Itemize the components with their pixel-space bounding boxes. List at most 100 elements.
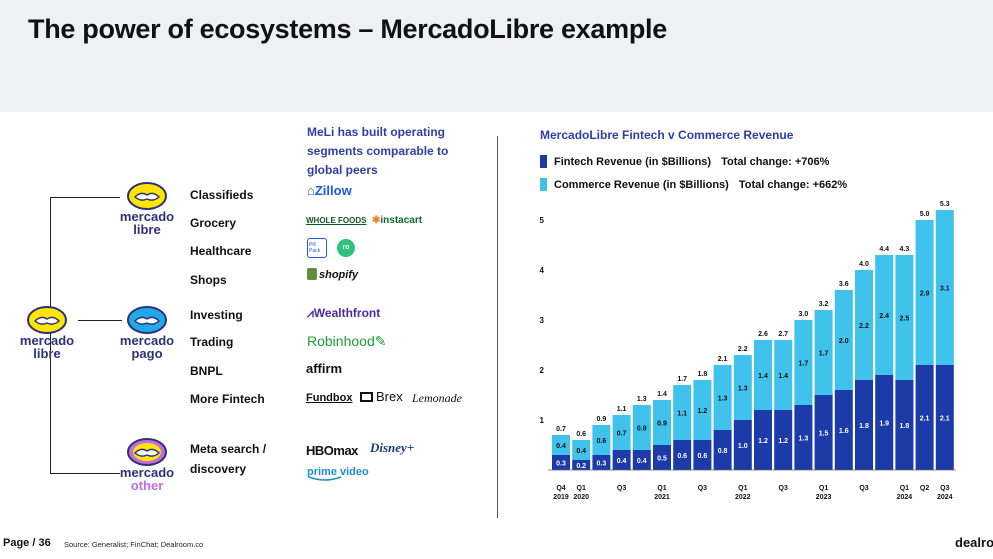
bar-commerce — [834, 290, 853, 390]
bar-commerce — [653, 400, 671, 445]
handshake-icon — [27, 306, 67, 334]
handshake-icon — [127, 306, 167, 334]
data-label-total: 3.0 — [799, 311, 809, 318]
data-label-fintech: 0.8 — [718, 448, 728, 455]
data-label-total: 1.7 — [677, 376, 687, 383]
chart-title: MercadoLibre Fintech v Commerce Revenue — [540, 128, 794, 142]
data-label-fintech: 1.3 — [799, 436, 809, 443]
bar-fintech — [814, 395, 833, 470]
data-label-commerce: 2.9 — [920, 291, 930, 298]
x-tick-label: Q3 — [698, 485, 707, 492]
tree-branch-line-libre — [50, 197, 120, 198]
x-tick-label: Q3 — [859, 485, 868, 492]
segment-discovery: discovery — [190, 462, 247, 476]
data-label-commerce: 2.5 — [900, 316, 910, 323]
bar-commerce — [875, 255, 894, 375]
data-label-total: 4.3 — [900, 246, 910, 253]
data-label-commerce: 1.7 — [799, 361, 809, 368]
data-label-fintech: 0.4 — [637, 458, 647, 465]
data-label-commerce: 0.7 — [617, 431, 627, 438]
y-tick-label: 2 — [540, 366, 545, 375]
data-label-commerce: 2.4 — [879, 313, 889, 320]
data-label-commerce: 1.4 — [758, 373, 768, 380]
prime-video-logo: prime video — [307, 466, 369, 482]
data-label-total: 1.4 — [657, 391, 667, 398]
wealthfront-logo: ⩘Wealthfront — [307, 306, 381, 320]
mercado-pago-logo: mercado pago — [116, 306, 178, 360]
data-label-total: 4.0 — [859, 261, 869, 268]
bar-fintech — [572, 460, 591, 470]
data-label-total: 0.7 — [556, 426, 566, 433]
x-tick-label-year: 2023 — [816, 494, 832, 501]
bar-fintech — [935, 365, 954, 470]
dealroom-logo: dealro — [955, 535, 993, 550]
bar-fintech — [713, 430, 732, 470]
bar-fintech — [673, 440, 692, 470]
section-divider — [497, 136, 498, 518]
x-tick-label: Q1 — [738, 485, 747, 492]
data-label-commerce: 2.2 — [859, 323, 869, 330]
pillpack-logo: Pill Pack — [307, 238, 327, 258]
instacart-logo: ✱instacart — [372, 215, 423, 226]
bar-commerce — [693, 380, 712, 440]
data-label-commerce: 2.0 — [839, 338, 849, 345]
bar-commerce — [592, 425, 611, 455]
x-tick-label: Q1 — [577, 485, 586, 492]
mercado-libre-root-logo: mercado libre — [16, 306, 78, 360]
x-tick-label-year: 2022 — [735, 494, 751, 501]
bar-fintech — [693, 440, 712, 470]
bar-commerce — [935, 210, 954, 365]
legend-commerce: Commerce Revenue (in $Billions) Total ch… — [540, 178, 847, 191]
shopping-bag-icon — [307, 268, 317, 280]
bar-commerce — [612, 415, 631, 450]
handshake-icon — [127, 182, 167, 210]
x-tick-label: Q1 — [657, 485, 666, 492]
tree-vertical-line — [50, 197, 51, 473]
bar-fintech — [632, 450, 651, 470]
data-label-total: 2.7 — [778, 331, 788, 338]
x-tick-label-year: 2021 — [654, 494, 670, 501]
shopify-logo: shopify — [307, 268, 358, 281]
brex-logo: Brex — [360, 389, 403, 404]
handshake-icon — [127, 438, 167, 466]
bar-commerce — [572, 440, 591, 460]
segment-bnpl: BNPL — [190, 364, 223, 378]
data-label-total: 5.3 — [940, 201, 950, 208]
legend-swatch-fintech — [540, 155, 547, 168]
zillow-icon: ⌂ — [307, 183, 315, 198]
data-label-commerce: 0.4 — [576, 448, 586, 455]
bar-commerce — [552, 435, 570, 455]
data-label-fintech: 1.6 — [839, 428, 849, 435]
data-label-total: 3.2 — [819, 301, 829, 308]
segment-healthcare: Healthcare — [190, 244, 252, 258]
tree-branch-line-pago — [78, 320, 122, 321]
bar-fintech — [834, 390, 853, 470]
stacked-bar-chart: 1 2 3 4 5 0.3 0.4 0.7 0.2 0.4 0.6 0.3 0.6 0.9 0.4 0.7 1.… — [540, 201, 956, 501]
mercado-other-logo: mercado other — [116, 438, 178, 492]
data-label-fintech: 1.8 — [900, 423, 910, 430]
data-label-commerce: 1.7 — [819, 351, 829, 358]
smile-arrow-icon — [308, 476, 342, 481]
segment-investing: Investing — [190, 308, 243, 322]
ro-logo: ro — [337, 239, 355, 257]
x-tick-label: Q1 — [900, 485, 909, 492]
bar-fintech — [754, 410, 772, 470]
bar-commerce — [814, 310, 833, 395]
data-label-total: 1.1 — [617, 406, 627, 413]
segment-grocery: Grocery — [190, 216, 237, 230]
y-tick-label: 5 — [540, 216, 545, 225]
y-tick-label: 4 — [540, 266, 545, 275]
bar-fintech — [592, 455, 611, 470]
bar-fintech — [875, 375, 894, 470]
data-label-commerce: 0.9 — [657, 421, 667, 428]
segment-classifieds: Classifieds — [190, 188, 254, 202]
y-tick-label: 1 — [540, 416, 545, 425]
data-label-fintech: 0.5 — [657, 456, 667, 463]
data-label-fintech: 0.3 — [597, 461, 607, 468]
bar-commerce — [915, 220, 934, 365]
data-label-total: 4.4 — [879, 246, 889, 253]
x-tick-label: Q2 — [920, 485, 929, 492]
bar-fintech — [612, 450, 631, 470]
header-band — [0, 0, 993, 112]
lemonade-logo: Lemonade — [412, 391, 462, 405]
